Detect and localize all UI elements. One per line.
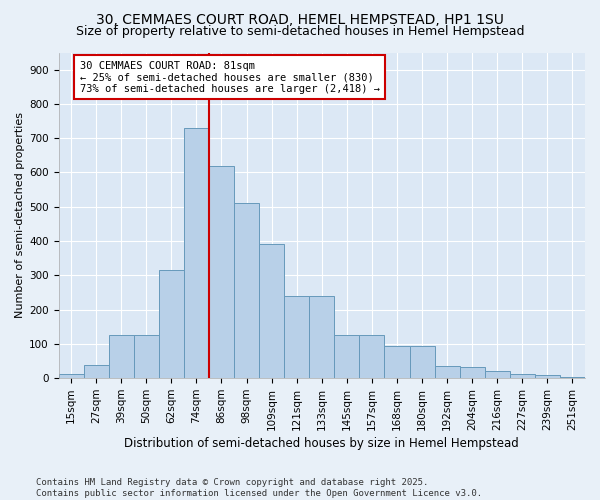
Bar (535, 375, 560, 378)
Bar (134, 336, 159, 378)
Bar (485, 372, 510, 378)
Bar (359, 336, 385, 378)
Bar (159, 270, 184, 378)
Bar (410, 346, 434, 378)
Bar (460, 367, 485, 378)
Text: Contains HM Land Registry data © Crown copyright and database right 2025.
Contai: Contains HM Land Registry data © Crown c… (36, 478, 482, 498)
Bar (259, 244, 284, 378)
X-axis label: Distribution of semi-detached houses by size in Hemel Hempstead: Distribution of semi-detached houses by … (124, 437, 519, 450)
Bar (510, 374, 535, 378)
Text: 30, CEMMAES COURT ROAD, HEMEL HEMPSTEAD, HP1 1SU: 30, CEMMAES COURT ROAD, HEMEL HEMPSTEAD,… (96, 12, 504, 26)
Bar (284, 296, 309, 378)
Bar (209, 166, 234, 378)
Y-axis label: Number of semi-detached properties: Number of semi-detached properties (15, 112, 25, 318)
Bar (109, 336, 134, 378)
Bar (234, 204, 259, 378)
Bar (184, 128, 209, 378)
Bar (434, 366, 460, 378)
Text: Size of property relative to semi-detached houses in Hemel Hempstead: Size of property relative to semi-detach… (76, 25, 524, 38)
Bar (309, 296, 334, 378)
Bar (83, 365, 109, 378)
Text: 30 CEMMAES COURT ROAD: 81sqm
← 25% of semi-detached houses are smaller (830)
73%: 30 CEMMAES COURT ROAD: 81sqm ← 25% of se… (80, 60, 380, 94)
Bar (385, 346, 410, 378)
Bar (59, 374, 83, 378)
Bar (334, 336, 359, 378)
Bar (560, 377, 585, 378)
